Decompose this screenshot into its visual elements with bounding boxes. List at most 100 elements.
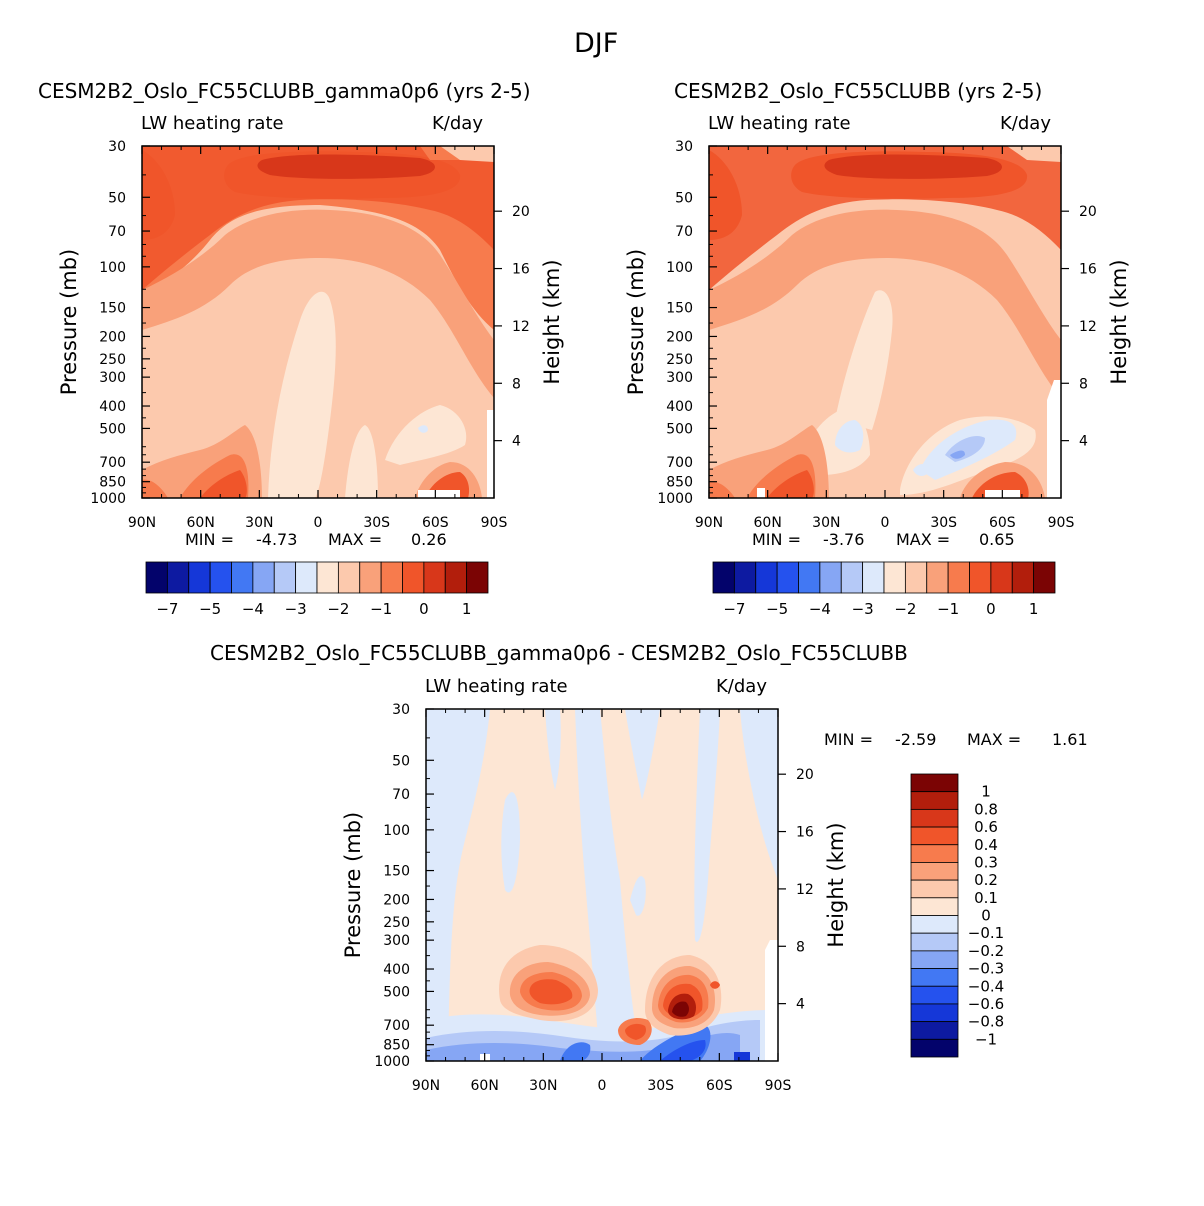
panel-1-ytick-label: 400 [99, 399, 126, 415]
panel-2-min-value: -3.76 [823, 530, 865, 549]
panel-2-ytick-label: 30 [675, 139, 693, 155]
panel-1-y2tick-label: 12 [512, 319, 530, 335]
panel-2-xtick-label: 30S [930, 515, 957, 531]
panel-3-colorbar-label: −0.8 [968, 1013, 1004, 1031]
panel-2-max-value: 0.65 [979, 530, 1015, 549]
panel-2-colorbar-swatch [776, 561, 799, 594]
panel-2-colorbar-label: −1 [937, 600, 959, 618]
panel-2-colorbar-swatch [712, 561, 735, 594]
panel-2-colorbar-swatch [883, 561, 906, 594]
panel-1-xtick-label: 30N [245, 515, 273, 531]
panel-1-ylabel: Pressure (mb) [57, 249, 81, 396]
panel-3-ytick-label: 700 [383, 1018, 410, 1034]
panel-2-colorbar-swatch [947, 561, 970, 594]
panel-1-ytick-label: 30 [108, 139, 126, 155]
panel-2-title: CESM2B2_Oslo_FC55CLUBB (yrs 2-5) [674, 79, 1043, 103]
panel-1-colorbar-swatch [466, 561, 489, 594]
panel-3-y2tick-label: 4 [796, 997, 805, 1013]
figure-title: DJF [574, 28, 619, 59]
panel-3-max-value: 1.61 [1052, 730, 1088, 749]
panel-1-ytick-label: 200 [99, 329, 126, 345]
panel-3-colorbar-label: 0.1 [974, 889, 998, 907]
panel-2-ytick-label: 850 [666, 475, 693, 491]
panel-2-colorbar-swatch [904, 561, 928, 594]
panel-3-colorbar-label: 0 [981, 907, 991, 925]
panel-3-colorbar-swatch [910, 932, 959, 952]
panel-2-xtick-label: 30N [812, 515, 840, 531]
panel-3-y2tick-label: 12 [796, 882, 814, 898]
panel-2-colorbar-swatch [862, 561, 885, 594]
panel-2-colorbar-label: −2 [894, 600, 916, 618]
panel-1-y2label: Height (km) [540, 259, 564, 384]
panel-2-ytick-label: 300 [666, 370, 693, 386]
panel-1-xtick-label: 60N [187, 515, 215, 531]
panel-1-ytick-label: 1000 [90, 491, 126, 507]
panel-3-colorbar-swatch [910, 862, 959, 881]
panel-3-ytick-label: 30 [392, 702, 410, 718]
panel-2-colorbar-swatch [926, 561, 949, 594]
panel-2-xtick-label: 0 [881, 515, 890, 531]
panel-3-y2tick-label: 16 [796, 825, 814, 841]
panel-1-ytick-label: 50 [108, 190, 126, 206]
panel-1-colorbar-swatch [209, 561, 232, 594]
panel-2-min-label: MIN = [752, 530, 801, 549]
panel-3-ytick-label: 250 [383, 915, 410, 931]
panel-3-colorbar-label: 0.3 [974, 853, 998, 871]
panel-3-colorbar-label: 0.6 [974, 818, 998, 836]
panel-2-colorbar-swatch [1011, 561, 1035, 594]
panel-3-min-value: -2.59 [895, 730, 937, 749]
panel-1-units-label: K/day [432, 113, 483, 134]
panel-3-ytick-label: 400 [383, 962, 410, 978]
panel-1-colorbar-label: 1 [462, 600, 472, 618]
panel-2-colorbar-swatch [819, 561, 842, 594]
panel-3-y2tick-label: 20 [796, 767, 814, 783]
panel-1-max-label: MAX = [328, 530, 383, 549]
panel-2-ytick-label: 700 [666, 455, 693, 471]
panel-3-colorbar-swatch [910, 773, 959, 793]
panel-2-ytick-label: 50 [675, 190, 693, 206]
panel-1-colorbar-swatch [423, 561, 446, 594]
panel-3-ytick-label: 850 [383, 1038, 410, 1054]
panel-3-colorbar-label: −1 [975, 1030, 997, 1048]
panel-2-colorbar-label: −3 [852, 600, 874, 618]
panel-2-colorbar-swatch [1033, 561, 1056, 594]
panel-2-y2tick-label: 20 [1079, 204, 1097, 220]
panel-2-colorbar-swatch [990, 561, 1013, 594]
panel-3-colorbar-label: −0.4 [968, 977, 1004, 995]
panel-1-y2tick-label: 20 [512, 204, 530, 220]
panel-2-units-label: K/day [1000, 113, 1051, 134]
panel-1-xtick-label: 90S [481, 515, 508, 531]
panel-1-ytick-label: 850 [99, 475, 126, 491]
panel-1-colorbar-swatch [231, 561, 254, 594]
panel-3-colorbar-label: −0.3 [968, 960, 1004, 978]
panel-3-colorbar-swatch [910, 1038, 959, 1058]
panel-3-colorbar-label: −0.6 [968, 995, 1004, 1013]
panel-3-colorbar-swatch [910, 844, 959, 863]
panel-1-y2tick-label: 8 [512, 376, 521, 392]
panel-3-xtick-label: 90S [765, 1078, 792, 1094]
panel-2-y2tick-label: 8 [1079, 376, 1088, 392]
panel-3-xtick-label: 60S [706, 1078, 733, 1094]
panel-3-ylabel: Pressure (mb) [341, 812, 365, 959]
panel-1-title: CESM2B2_Oslo_FC55CLUBB_gamma0p6 (yrs 2-5… [38, 79, 531, 103]
panel-1-ytick-label: 500 [99, 421, 126, 437]
panel-2-colorbar-label: −7 [723, 600, 745, 618]
panel-2-ytick-label: 200 [666, 329, 693, 345]
panel-3-colorbar-swatch [910, 826, 959, 846]
panel-3-min-label: MIN = [824, 730, 873, 749]
panel-1-ytick-label: 300 [99, 370, 126, 386]
panel-3-ytick-label: 300 [383, 933, 410, 949]
panel-3-colorbar-label: 0.4 [974, 836, 998, 854]
panel-1-colorbar-label: −1 [370, 600, 392, 618]
panel-3-colorbar-label: 1 [981, 783, 991, 801]
panel-3-ytick-label: 150 [383, 864, 410, 880]
panel-1-colorbar-label: 0 [419, 600, 429, 618]
panel-1-colorbar-swatch [316, 561, 339, 594]
panel-2-y2tick-label: 4 [1079, 434, 1088, 450]
panel-1-colorbar-label: −2 [327, 600, 349, 618]
panel-1-colorbar-swatch [252, 561, 275, 594]
panel-3-colorbar-swatch [910, 791, 959, 810]
panel-2-ytick-label: 1000 [657, 491, 693, 507]
panel-2-colorbar-label: −5 [766, 600, 788, 618]
